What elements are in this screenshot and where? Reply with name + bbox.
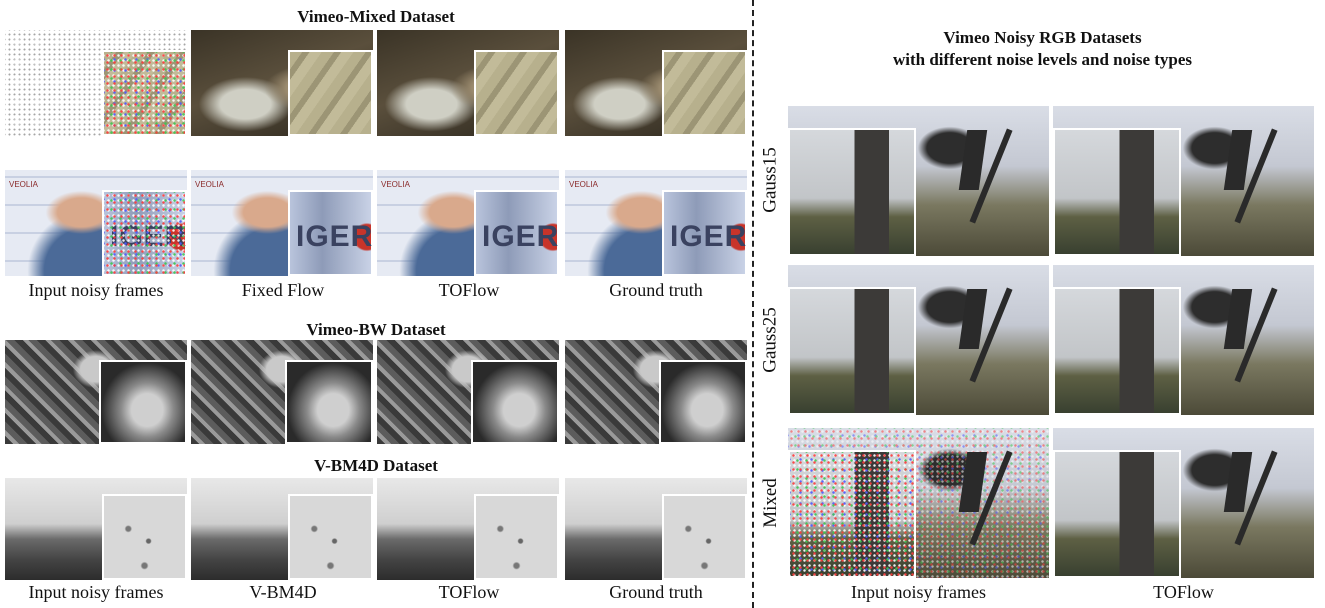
mixed-hand-groundtruth-image: [565, 30, 747, 136]
zoom-inset: [471, 360, 559, 444]
caption-ground-truth: Ground truth: [609, 280, 703, 300]
zoom-inset: [662, 494, 747, 580]
gauss25-toflow-image: [1053, 265, 1314, 415]
mixed-input-image: [788, 428, 1049, 578]
zoom-inset: [285, 360, 373, 444]
zoom-inset: [474, 50, 559, 136]
zoom-inset: [1053, 287, 1181, 415]
logo-text: VEOLIA: [9, 180, 38, 189]
zoom-inset: [474, 494, 559, 580]
zoom-inset: [288, 494, 373, 580]
bw-input-image: [5, 340, 187, 444]
zoom-inset: IGER: [662, 190, 747, 276]
zoom-inset: [102, 494, 187, 580]
bm4d-vbm4d-image: [191, 478, 373, 580]
mixed-speaker-toflow-image: VEOLIA IGER: [377, 170, 559, 276]
zoom-inset: [288, 50, 373, 136]
caption-fixed-flow: Fixed Flow: [241, 280, 325, 300]
v-bm4d-title: V-BM4D Dataset: [314, 456, 438, 475]
mixed-hand-fixedflow-image: [191, 30, 373, 136]
zoom-inset: [102, 50, 187, 136]
bw-toflow-image: [377, 340, 559, 444]
zoom-inset: IGER: [474, 190, 559, 276]
caption-toflow: TOFlow: [1153, 582, 1214, 602]
gauss15-input-image: [788, 106, 1049, 256]
zoom-inset: IGER: [288, 190, 373, 276]
zoom-inset: [788, 128, 916, 256]
mixed-speaker-groundtruth-image: VEOLIA IGER: [565, 170, 747, 276]
bw-fixedflow-image: [191, 340, 373, 444]
bm4d-groundtruth-image: [565, 478, 747, 580]
bm4d-input-image: [5, 478, 187, 580]
mixed-toflow-image: [1053, 428, 1314, 578]
zoom-inset: [788, 450, 916, 578]
zoom-inset: [662, 50, 747, 136]
right-title-line2: with different noise levels and noise ty…: [892, 50, 1193, 69]
logo-text: VEOLIA: [195, 180, 224, 189]
vimeo-mixed-title: Vimeo-Mixed Dataset: [297, 7, 455, 26]
mixed-speaker-fixedflow-image: VEOLIA IGER: [191, 170, 373, 276]
vimeo-bw-title: Vimeo-BW Dataset: [306, 320, 446, 339]
mixed-hand-input-image: [5, 30, 187, 136]
zoom-inset: [1053, 450, 1181, 578]
caption-ground-truth: Ground truth: [609, 582, 703, 602]
zoom-inset: [788, 287, 916, 415]
mixed-hand-toflow-image: [377, 30, 559, 136]
row-label-gauss25: Gauss25: [760, 307, 782, 373]
zoom-inset: [1053, 128, 1181, 256]
gauss25-input-image: [788, 265, 1049, 415]
gauss15-toflow-image: [1053, 106, 1314, 256]
caption-input-noisy-frames: Input noisy frames: [28, 582, 164, 602]
caption-input-noisy-frames: Input noisy frames: [851, 582, 986, 602]
caption-input-noisy-frames: Input noisy frames: [28, 280, 164, 300]
zoom-inset: [99, 360, 187, 444]
logo-text: VEOLIA: [569, 180, 598, 189]
row-label-mixed: Mixed: [760, 478, 782, 528]
row-label-gauss15: Gauss15: [760, 147, 782, 213]
bm4d-toflow-image: [377, 478, 559, 580]
zoom-inset: [659, 360, 747, 444]
bw-groundtruth-image: [565, 340, 747, 444]
panel-divider: [752, 0, 754, 608]
right-title-line1: Vimeo Noisy RGB Datasets: [943, 28, 1142, 47]
logo-text: VEOLIA: [381, 180, 410, 189]
mixed-speaker-input-image: VEOLIA IGER: [5, 170, 187, 276]
zoom-inset: IGER: [102, 190, 187, 276]
caption-v-bm4d: V-BM4D: [249, 582, 317, 602]
caption-toflow: TOFlow: [438, 280, 500, 300]
caption-toflow: TOFlow: [438, 582, 500, 602]
